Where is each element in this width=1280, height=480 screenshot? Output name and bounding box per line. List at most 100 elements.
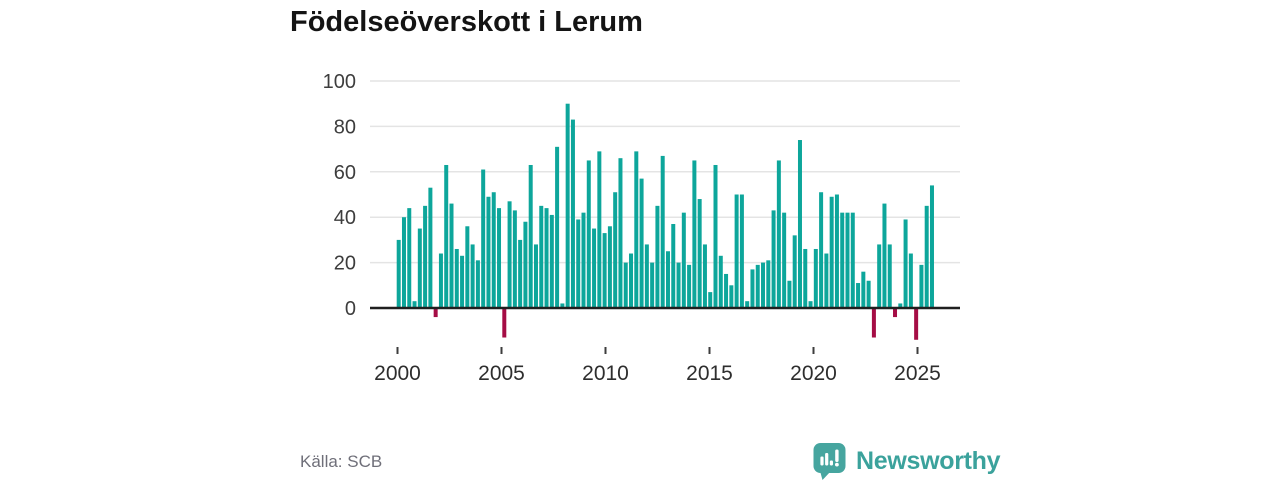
bar xyxy=(676,262,681,308)
y-tick-label: 100 xyxy=(323,71,356,93)
bar xyxy=(914,308,919,340)
bar xyxy=(581,212,586,308)
y-tick-label: 40 xyxy=(334,207,356,229)
bar xyxy=(882,203,887,308)
logo-bar-1 xyxy=(820,456,824,466)
bar xyxy=(919,264,924,308)
bar xyxy=(782,212,787,308)
bar xyxy=(718,255,723,308)
x-tick-label: 2025 xyxy=(894,362,941,385)
bar xyxy=(660,155,665,308)
bar xyxy=(829,196,834,308)
bar xyxy=(697,199,702,308)
bar xyxy=(576,219,581,308)
bar xyxy=(475,260,480,308)
newsworthy-logo-icon xyxy=(813,443,846,480)
bar xyxy=(539,205,544,308)
bar xyxy=(813,248,818,308)
bar xyxy=(734,194,739,308)
y-tick-label: 0 xyxy=(345,298,356,320)
bar xyxy=(871,308,876,338)
bar xyxy=(613,192,618,308)
bar xyxy=(428,187,433,308)
bar xyxy=(460,255,465,308)
bar xyxy=(412,301,417,308)
bar xyxy=(570,119,575,308)
bar xyxy=(592,228,597,308)
bar xyxy=(808,301,813,308)
logo-exclamation-stem xyxy=(835,449,839,462)
bar xyxy=(671,224,676,308)
bar xyxy=(433,308,438,318)
bar xyxy=(639,178,644,308)
bar xyxy=(861,271,866,308)
bar xyxy=(481,169,486,308)
bar xyxy=(602,233,607,308)
bar xyxy=(497,208,502,308)
bar xyxy=(771,210,776,308)
bar xyxy=(407,208,412,308)
bar xyxy=(929,185,934,308)
newsworthy-logo: Newsworthy xyxy=(812,442,1001,480)
bar xyxy=(850,212,855,308)
bar xyxy=(597,151,602,308)
bar xyxy=(454,248,459,308)
bar xyxy=(834,194,839,308)
bar xyxy=(755,264,760,308)
bar xyxy=(502,308,507,338)
bar xyxy=(560,303,565,308)
bar xyxy=(840,212,845,308)
logo-exclamation-dot xyxy=(835,462,839,467)
page-title: Födelseöverskott i Lerum xyxy=(290,6,643,38)
bar xyxy=(665,251,670,308)
bar xyxy=(533,244,538,308)
bar xyxy=(401,217,406,308)
bar xyxy=(396,239,401,308)
bar xyxy=(512,210,517,308)
bar xyxy=(644,244,649,308)
bar xyxy=(655,205,660,308)
bar xyxy=(745,301,750,308)
bar xyxy=(893,308,898,318)
x-tick-label: 2015 xyxy=(686,362,733,385)
bar xyxy=(623,262,628,308)
bar xyxy=(724,273,729,308)
y-tick-label: 20 xyxy=(334,253,356,275)
bar xyxy=(824,253,829,308)
bar xyxy=(681,212,686,308)
bar xyxy=(470,244,475,308)
bar xyxy=(713,164,718,308)
bar xyxy=(629,253,634,308)
bar xyxy=(528,164,533,308)
x-tick-label: 2020 xyxy=(790,362,837,385)
bar xyxy=(792,235,797,308)
bar xyxy=(787,280,792,308)
bar xyxy=(729,285,734,308)
bar xyxy=(766,260,771,308)
x-tick-label: 2005 xyxy=(478,362,525,385)
bar xyxy=(761,262,766,308)
bar xyxy=(650,262,655,308)
logo-bar-2 xyxy=(825,453,829,466)
bar xyxy=(465,226,470,308)
bar xyxy=(438,253,443,308)
bar xyxy=(819,192,824,308)
bar xyxy=(486,196,491,308)
bar xyxy=(549,214,554,308)
bar xyxy=(856,283,861,308)
bar xyxy=(423,205,428,308)
y-tick-label: 60 xyxy=(334,162,356,184)
bar xyxy=(776,160,781,308)
x-tick-label: 2000 xyxy=(374,362,421,385)
bar xyxy=(750,269,755,308)
bar xyxy=(523,221,528,308)
bar xyxy=(544,208,549,308)
bar xyxy=(797,140,802,308)
source-label: Källa: SCB xyxy=(300,452,383,471)
bar xyxy=(898,303,903,308)
bar xyxy=(555,146,560,308)
bar xyxy=(687,264,692,308)
bar xyxy=(903,219,908,308)
